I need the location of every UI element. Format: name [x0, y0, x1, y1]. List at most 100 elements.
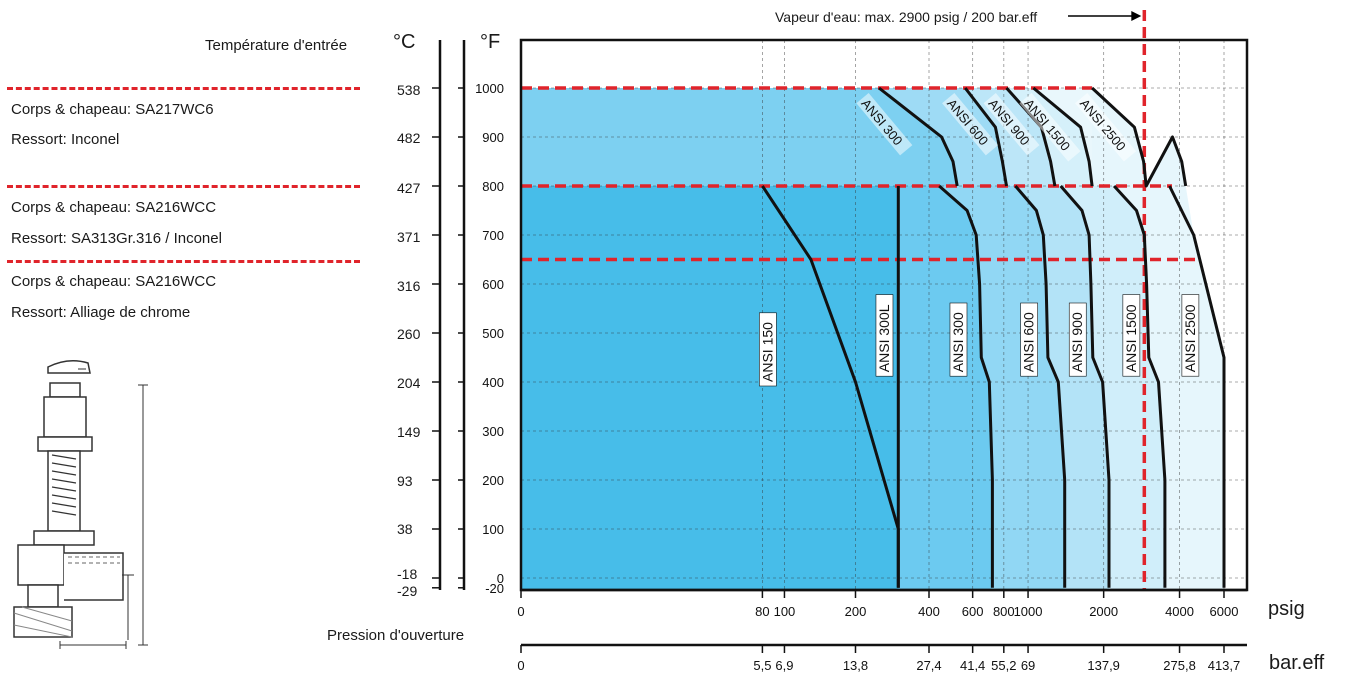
- material-2-body: Corps & chapeau: SA216WCC: [11, 199, 217, 216]
- y-tick-label: -20: [485, 581, 504, 596]
- rating-curves: [761, 86, 1226, 588]
- bar-tick-label: 27,4: [916, 658, 941, 673]
- y-tick-label: 1000: [475, 81, 504, 96]
- series-label-box: [1020, 302, 1038, 377]
- x-tick-label: 600: [962, 604, 984, 619]
- x-tick-label: 2000: [1089, 604, 1118, 619]
- bar-tick-label: 275,8: [1163, 658, 1196, 673]
- series-label-text: ANSI 2500: [1182, 304, 1198, 372]
- series-line: [1014, 185, 1067, 588]
- temperature-axis-title: Température d'entrée: [205, 37, 348, 54]
- y-tick-label: 800: [482, 179, 504, 194]
- y-tick-label: 400: [482, 375, 504, 390]
- series-label: ANSI 2500: [1181, 294, 1200, 377]
- celsius-tick: -18: [397, 566, 418, 582]
- celsius-tick: 482: [397, 130, 421, 146]
- celsius-tick: 260: [397, 326, 421, 342]
- bar-tick-label: 5,5: [753, 658, 771, 673]
- series-line: [1112, 184, 1167, 588]
- y-tick-label: 0: [497, 571, 504, 586]
- series-label-box: [1122, 294, 1141, 377]
- material-divider: [7, 87, 360, 90]
- fahrenheit-unit: °F: [480, 31, 501, 53]
- material-divider: [7, 260, 360, 263]
- y-tick-label: 700: [482, 228, 504, 243]
- y-tick-label: 300: [482, 424, 504, 439]
- x-tick-label: 200: [845, 604, 867, 619]
- series-label-box: [949, 302, 968, 377]
- material-divider: [7, 185, 360, 188]
- celsius-tick: 149: [397, 424, 421, 440]
- x-tick-label: 100: [774, 604, 796, 619]
- series-label-text: ANSI 1500: [1123, 304, 1139, 372]
- series-label-box: [1019, 93, 1081, 162]
- series-line: [1059, 185, 1111, 588]
- x-tick-label: 0: [517, 604, 524, 619]
- celsius-tick: 538: [397, 82, 421, 98]
- material-1-body: Corps & chapeau: SA217WC6: [11, 101, 214, 118]
- psig-unit: psig: [1268, 598, 1305, 620]
- celsius-unit: °C: [393, 31, 416, 53]
- celsius-tick: -29: [397, 583, 418, 599]
- rating-region-fill: [521, 186, 899, 590]
- series-label-box: [875, 294, 894, 377]
- series-label-box: [1075, 93, 1137, 162]
- series-label: ANSI 900: [1068, 302, 1087, 377]
- celsius-tick: 316: [397, 278, 421, 294]
- y-tick-label: 500: [482, 326, 504, 341]
- x-tick-label: 1000: [1014, 604, 1043, 619]
- series-line: [938, 184, 994, 588]
- material-1-spring: Ressort: Inconel: [11, 131, 120, 148]
- celsius-tick: 38: [397, 521, 413, 537]
- x-tick-label: 400: [918, 604, 940, 619]
- x-tick-label: 6000: [1210, 604, 1239, 619]
- series-label-text: ANSI 600: [1021, 312, 1037, 372]
- temperature-limit-lines: [521, 10, 1197, 590]
- series-label: ANSI 1500: [1122, 294, 1141, 377]
- celsius-tick: 204: [397, 375, 421, 391]
- series-label-box: [1181, 294, 1200, 377]
- bar-tick-label: 0: [517, 658, 524, 673]
- x-tick-label: 4000: [1165, 604, 1194, 619]
- celsius-tick: 371: [397, 229, 421, 245]
- bar-tick-label: 413,7: [1208, 658, 1241, 673]
- steam-note-arrowhead: [1131, 11, 1142, 21]
- bar-tick-label: 41,4: [960, 658, 985, 673]
- series-label: ANSI 300: [949, 302, 968, 377]
- bar-tick-label: 69: [1021, 658, 1035, 673]
- y-tick-label: 900: [482, 130, 504, 145]
- series-label-text: ANSI 300: [950, 312, 966, 372]
- y-tick-label: 100: [482, 522, 504, 537]
- y-tick-label: 600: [482, 277, 504, 292]
- series-line: [1091, 86, 1188, 188]
- series-label: ANSI 150: [759, 312, 777, 387]
- rating-regions: [521, 88, 1224, 590]
- series-line: [964, 87, 1008, 187]
- axes: [438, 38, 1249, 647]
- bar-tick-label: 13,8: [843, 658, 868, 673]
- x-tick-label: 800: [993, 604, 1015, 619]
- y-tick-label: 200: [482, 473, 504, 488]
- series-line: [1168, 185, 1226, 588]
- bar-unit: bar.eff: [1269, 652, 1325, 674]
- bar-tick-label: 137,9: [1087, 658, 1120, 673]
- x-tick-label: 80: [755, 604, 769, 619]
- celsius-tick: 427: [397, 180, 421, 196]
- valve-drawing: [13, 360, 148, 649]
- series-label-box: [1068, 302, 1087, 377]
- series-label: ANSI 300L: [875, 294, 894, 377]
- series-label-text: ANSI 150: [759, 322, 775, 382]
- series-line: [1032, 86, 1094, 187]
- material-3-body: Corps & chapeau: SA216WCC: [11, 273, 217, 290]
- material-2-spring: Ressort: SA313Gr.316 / Inconel: [11, 230, 222, 247]
- series-label-box: [759, 312, 777, 387]
- series-label-box: [942, 93, 999, 156]
- series-label: ANSI 600: [1020, 302, 1038, 377]
- steam-limit-note: Vapeur d'eau: max. 2900 psig / 200 bar.e…: [775, 9, 1038, 25]
- series-label-text: ANSI 300L: [876, 304, 892, 372]
- pressure-axis-title: Pression d'ouverture: [327, 627, 465, 644]
- bar-tick-label: 6,9: [775, 658, 793, 673]
- celsius-tick: 93: [397, 473, 413, 489]
